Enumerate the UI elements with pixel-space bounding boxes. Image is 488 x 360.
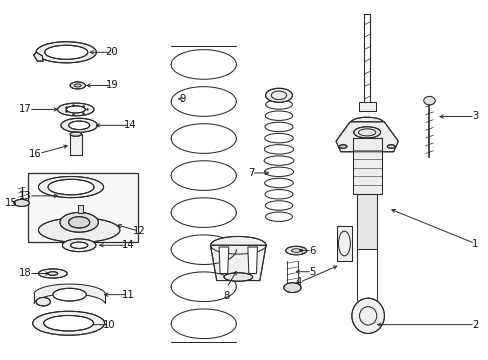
Ellipse shape xyxy=(43,315,93,331)
Polygon shape xyxy=(247,247,257,274)
Text: 5: 5 xyxy=(308,267,315,277)
Text: 15: 15 xyxy=(5,198,18,208)
Bar xyxy=(336,226,351,261)
Text: 10: 10 xyxy=(103,320,116,330)
Text: 16: 16 xyxy=(28,149,41,158)
Polygon shape xyxy=(219,247,228,274)
Ellipse shape xyxy=(48,179,94,195)
Ellipse shape xyxy=(66,106,85,113)
Text: 4: 4 xyxy=(295,277,302,287)
Bar xyxy=(336,226,351,261)
Ellipse shape xyxy=(39,269,67,278)
Ellipse shape xyxy=(265,88,292,102)
Text: 14: 14 xyxy=(123,120,136,130)
Ellipse shape xyxy=(224,273,252,281)
Ellipse shape xyxy=(68,217,89,228)
Bar xyxy=(352,138,381,194)
Ellipse shape xyxy=(39,218,120,242)
Polygon shape xyxy=(210,245,265,280)
Ellipse shape xyxy=(33,311,104,335)
Ellipse shape xyxy=(36,42,96,63)
Text: 17: 17 xyxy=(19,104,31,114)
Ellipse shape xyxy=(48,272,58,275)
Polygon shape xyxy=(34,52,43,61)
Ellipse shape xyxy=(70,242,88,248)
Ellipse shape xyxy=(210,237,265,254)
Bar xyxy=(356,194,376,249)
Text: 9: 9 xyxy=(180,94,186,104)
Bar xyxy=(356,194,376,249)
Text: 11: 11 xyxy=(122,290,135,300)
Ellipse shape xyxy=(349,117,384,130)
Ellipse shape xyxy=(70,82,85,89)
Text: 1: 1 xyxy=(471,239,478,248)
Text: 13: 13 xyxy=(19,191,31,201)
Bar xyxy=(70,134,81,155)
Bar xyxy=(28,173,138,242)
Ellipse shape xyxy=(70,132,81,136)
Ellipse shape xyxy=(61,118,97,132)
Bar xyxy=(78,206,83,213)
Text: 19: 19 xyxy=(105,80,118,90)
Bar xyxy=(358,102,375,111)
Polygon shape xyxy=(335,122,398,152)
Text: 18: 18 xyxy=(19,269,31,279)
Text: 2: 2 xyxy=(471,320,478,330)
Ellipse shape xyxy=(53,288,86,301)
Text: 8: 8 xyxy=(223,292,229,301)
Ellipse shape xyxy=(285,246,306,255)
Text: 14: 14 xyxy=(122,240,135,250)
Ellipse shape xyxy=(60,212,98,232)
Ellipse shape xyxy=(386,145,394,148)
Ellipse shape xyxy=(353,127,380,138)
Ellipse shape xyxy=(44,45,88,59)
Ellipse shape xyxy=(39,176,103,198)
Ellipse shape xyxy=(62,239,96,252)
Bar xyxy=(352,138,381,194)
Ellipse shape xyxy=(58,103,94,116)
Text: 3: 3 xyxy=(471,112,477,121)
Text: 7: 7 xyxy=(247,168,254,178)
Ellipse shape xyxy=(339,145,346,148)
Ellipse shape xyxy=(423,96,434,105)
Bar xyxy=(70,134,81,155)
Ellipse shape xyxy=(14,199,29,207)
Text: 6: 6 xyxy=(308,246,315,256)
Ellipse shape xyxy=(283,283,301,293)
Ellipse shape xyxy=(68,121,89,130)
Text: 20: 20 xyxy=(105,47,118,57)
Ellipse shape xyxy=(351,298,384,333)
Ellipse shape xyxy=(36,297,50,306)
Text: 12: 12 xyxy=(133,226,146,236)
